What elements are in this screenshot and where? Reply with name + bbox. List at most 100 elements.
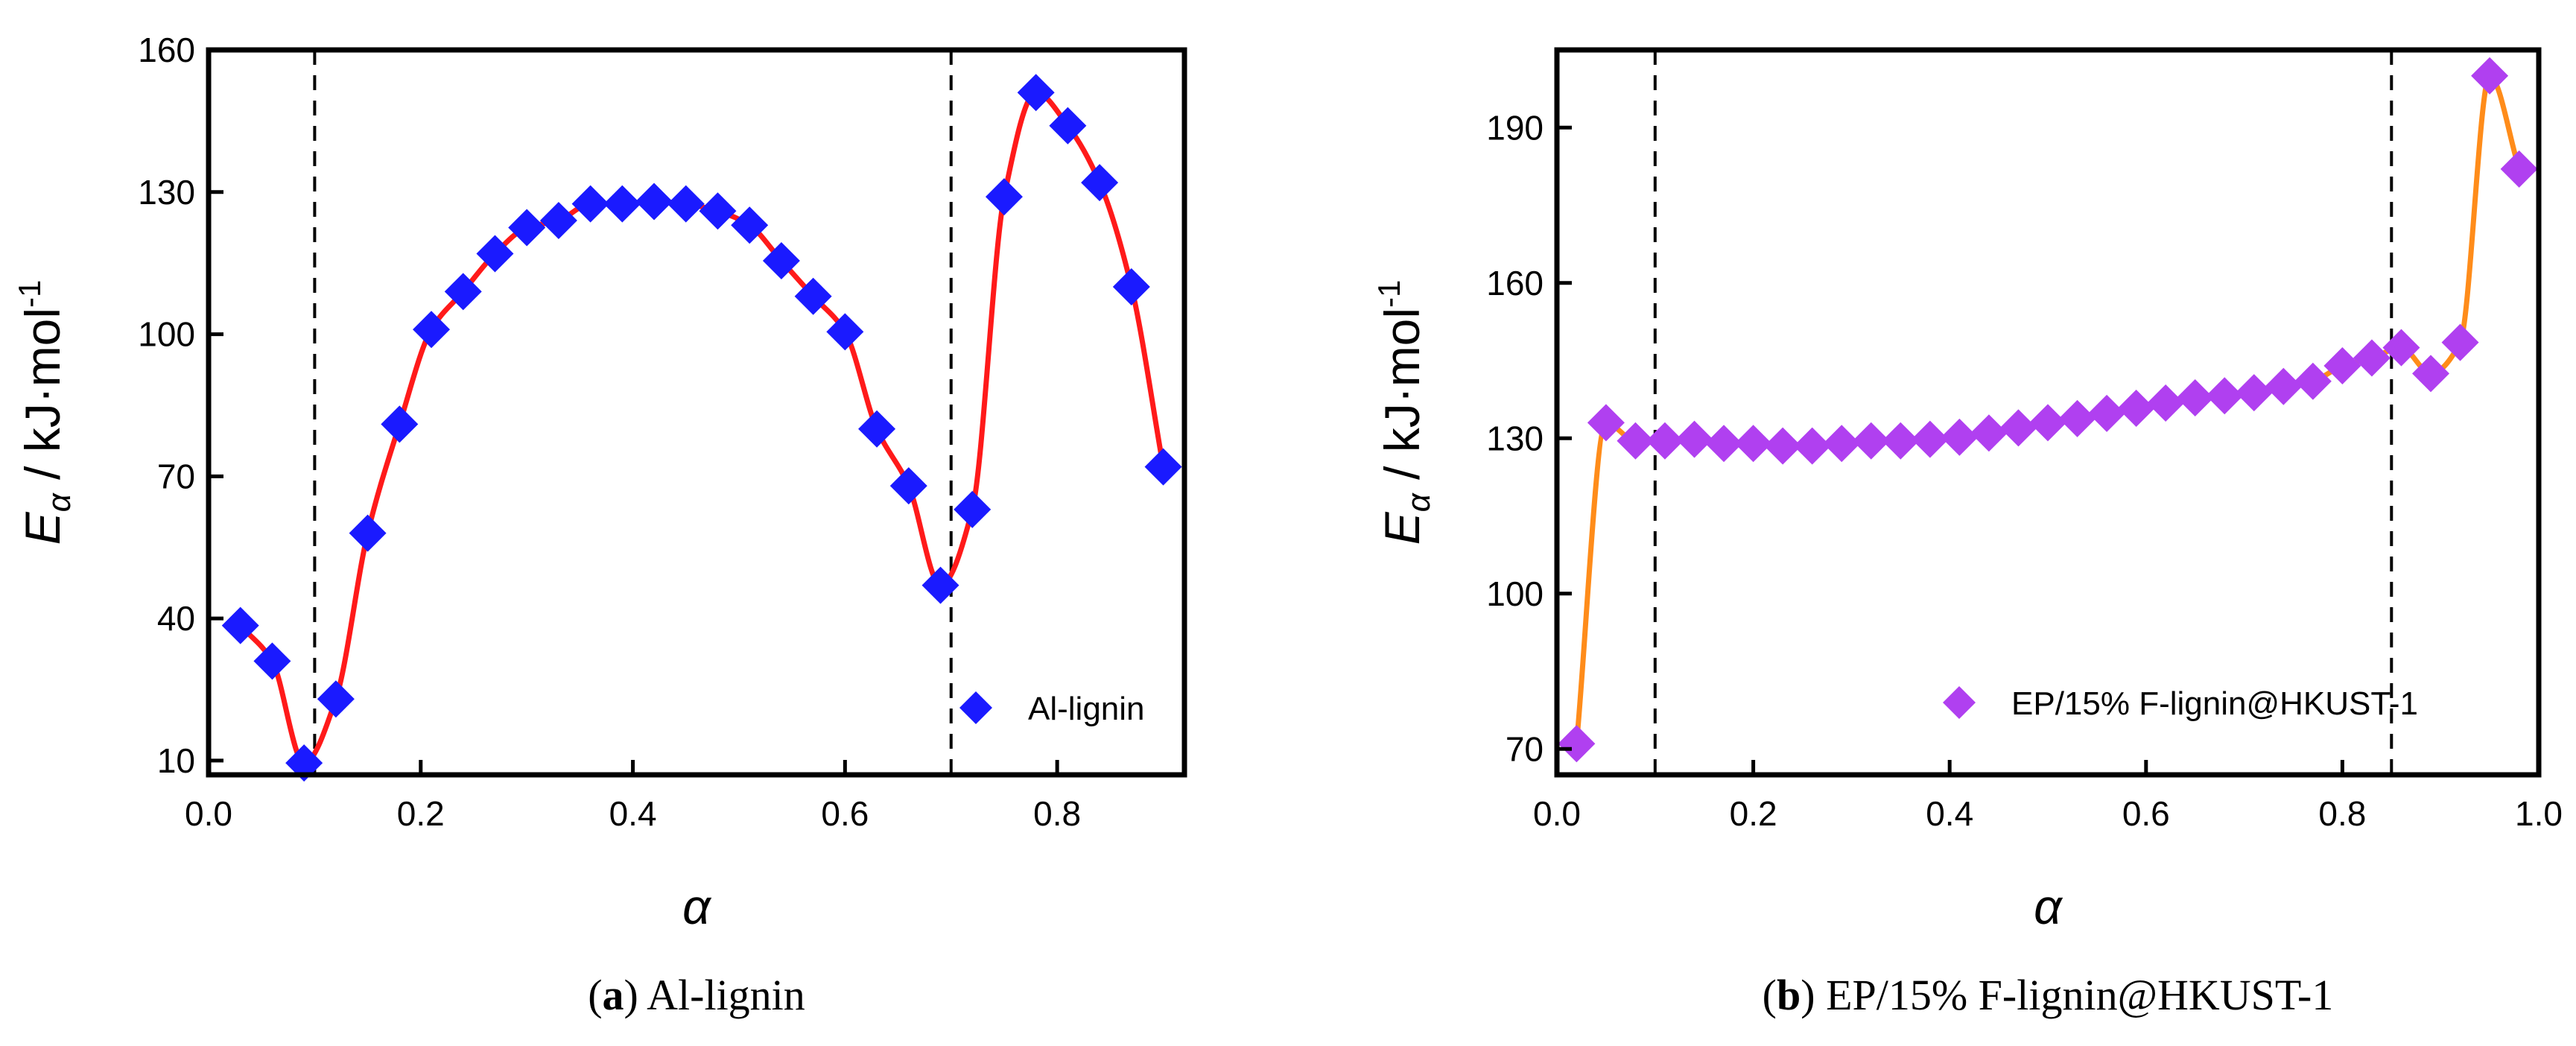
y-axis-title-exponent: -1 (12, 280, 47, 308)
x-tick-label: 0.2 (397, 794, 445, 833)
data-point (1587, 404, 1625, 442)
data-point (1705, 425, 1743, 463)
legend-label: Al-lignin (1028, 691, 1145, 727)
data-point (1793, 427, 1831, 465)
y-tick-label: 70 (1506, 729, 1544, 768)
data-point (253, 642, 291, 680)
caption-paren-close: ) (1801, 971, 1826, 1019)
data-point (2441, 323, 2479, 361)
x-axis-title: α (682, 879, 712, 934)
data-point (317, 680, 355, 718)
data-point (1823, 425, 1861, 463)
x-tick-label: 0.0 (185, 794, 232, 833)
y-tick-label: 190 (1486, 108, 1544, 147)
data-point (2058, 399, 2096, 437)
x-tick-label: 0.8 (1033, 794, 1081, 833)
data-point (1852, 422, 1890, 460)
y-tick-label: 160 (1486, 264, 1544, 302)
plot-frame (206, 47, 1187, 778)
data-point (667, 185, 705, 223)
data-point (794, 277, 832, 315)
data-point (1017, 74, 1055, 112)
legend-label: EP/15% F-lignin@HKUST-1 (2011, 685, 2418, 722)
data-point (1734, 425, 1772, 463)
x-tick-label: 0.8 (2318, 794, 2366, 833)
data-point (1970, 414, 2008, 452)
data-point (1675, 420, 1713, 458)
data-point (954, 490, 992, 528)
data-point (635, 183, 673, 221)
data-point (2117, 389, 2155, 427)
legend: Al-lignin (959, 691, 1145, 727)
data-point (2412, 355, 2450, 393)
data-point (731, 206, 769, 244)
data-point (2235, 374, 2273, 412)
data-point (571, 185, 609, 223)
legend-marker (959, 691, 992, 724)
y-tick-label: 40 (157, 599, 195, 638)
y-axis-title: Eα / kJ·mol-1 (12, 280, 77, 545)
data-point (1558, 725, 1596, 763)
caption-paren-open: ( (1763, 971, 1777, 1019)
caption-tag: b (1777, 971, 1801, 1019)
x-tick-label: 0.4 (609, 794, 657, 833)
data-point (2500, 150, 2538, 188)
data-point (381, 405, 419, 443)
data-point (1112, 267, 1150, 305)
data-point (2265, 367, 2303, 405)
data-point (2471, 57, 2509, 95)
legend: EP/15% F-lignin@HKUST-1 (1943, 685, 2418, 722)
y-tick-label: 70 (157, 457, 195, 495)
data-point (2029, 404, 2066, 442)
data-point (2088, 394, 2126, 432)
data-point (476, 235, 514, 273)
y-axis-title-unit: / kJ·mol (1374, 308, 1430, 493)
data-point (2382, 329, 2420, 367)
data-point (2323, 346, 2361, 384)
data-point (826, 313, 864, 351)
data-point (1081, 164, 1119, 202)
data-point (699, 192, 737, 230)
data-point (889, 467, 927, 505)
y-tick-label: 160 (138, 31, 195, 69)
y-axis-title-subscript: α (1400, 492, 1437, 512)
data-point (1911, 420, 1949, 458)
y-tick-label: 100 (138, 315, 195, 354)
y-axis-title-unit: / kJ·mol (15, 308, 70, 493)
y-axis-title: Eα / kJ·mol-1 (1371, 280, 1437, 545)
data-point (1617, 422, 1655, 460)
data-point (349, 514, 387, 552)
data-point (2147, 384, 2185, 422)
panel-caption: (b) EP/15% F-lignin@HKUST-1 (1763, 971, 2334, 1019)
data-point (1941, 418, 1979, 456)
y-axis-title-symbol: E (15, 511, 70, 545)
caption-paren-open: ( (588, 971, 602, 1019)
x-tick-label: 1.0 (2515, 794, 2563, 833)
x-tick-label: 0.0 (1533, 794, 1581, 833)
x-axis-title: α (2034, 879, 2063, 934)
data-point (1882, 422, 1920, 460)
data-point (539, 201, 577, 239)
caption-text: Al-lignin (647, 971, 805, 1019)
y-tick-label: 130 (138, 173, 195, 212)
y-tick-label: 130 (1486, 419, 1544, 457)
data-point (985, 178, 1023, 216)
data-point (2176, 379, 2214, 417)
x-tick-label: 0.4 (1926, 794, 1973, 833)
y-tick-label: 10 (157, 741, 195, 780)
data-point (221, 606, 259, 644)
data-point (413, 311, 451, 349)
y-axis-title-symbol: E (1374, 511, 1430, 545)
y-axis-title-subscript: α (41, 492, 77, 512)
y-axis-title-exponent: -1 (1371, 280, 1406, 308)
data-point (858, 410, 896, 448)
data-point (603, 185, 641, 223)
data-point (2353, 339, 2391, 377)
data-point (1646, 422, 1684, 460)
caption-tag: a (603, 971, 624, 1019)
data-point (444, 273, 482, 311)
data-point (1764, 427, 1802, 465)
